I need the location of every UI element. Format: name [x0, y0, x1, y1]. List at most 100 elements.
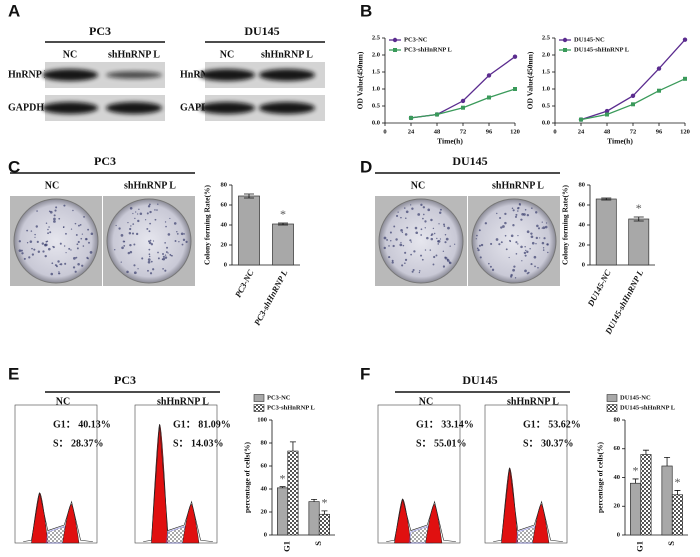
colony-dot	[422, 217, 424, 220]
colony-dot	[53, 217, 56, 221]
colony-dot	[442, 250, 445, 252]
colony-dot	[139, 212, 143, 216]
colony-dot	[35, 225, 38, 228]
y-tick-label: 100	[257, 416, 267, 423]
colony-dot	[70, 228, 73, 230]
colony-dot	[68, 247, 71, 250]
colony-dot	[58, 272, 61, 275]
colony-dot	[389, 231, 392, 234]
colony-dot	[185, 240, 188, 243]
colony-dot	[75, 234, 78, 236]
blot-band	[199, 102, 255, 114]
colony-dot	[392, 244, 395, 248]
colony-dot	[430, 218, 433, 222]
colony-dot	[63, 204, 66, 207]
colony-dot	[49, 210, 53, 214]
bar	[308, 501, 320, 536]
colony-dot	[73, 257, 76, 260]
y-tick-label: 80	[221, 181, 228, 188]
colony-dot	[520, 245, 523, 249]
legend-swatch	[253, 394, 265, 402]
colony-dot	[164, 254, 167, 256]
colony-dot	[183, 233, 185, 235]
x-axis-label: Time(h)	[437, 137, 463, 146]
flow-title: DU145	[462, 373, 497, 387]
point	[579, 117, 583, 122]
point	[605, 112, 609, 117]
colony-dot	[504, 212, 507, 216]
colony-dot	[526, 230, 530, 234]
legend-marker	[393, 48, 397, 52]
colony-dot	[23, 257, 26, 260]
blot-band	[259, 69, 315, 81]
colony-dot	[391, 261, 394, 264]
colony-dot	[147, 260, 151, 264]
colony-dot	[444, 256, 448, 260]
y-tick-label: 0.0	[542, 119, 550, 126]
colony-dot	[409, 239, 412, 242]
colony-dot	[404, 258, 408, 262]
colony-dot	[164, 256, 168, 259]
y-tick-label: 0.5	[372, 102, 381, 109]
x-tick-label: G1	[635, 541, 645, 552]
colony-dot	[148, 230, 151, 233]
x-tick-label: 96	[656, 128, 663, 135]
panel-label: A	[8, 1, 20, 20]
colony-dot	[429, 249, 432, 251]
point	[487, 95, 491, 100]
colony-dot	[424, 249, 427, 251]
bar	[661, 465, 673, 536]
point	[657, 88, 661, 93]
significance: *	[280, 207, 286, 221]
colony-dot	[525, 249, 527, 252]
y-axis-label: OD Value(450nm)	[526, 51, 535, 109]
colony-dot	[135, 211, 137, 213]
y-tick-label: 2.5	[372, 34, 381, 41]
panel-label: D	[360, 157, 372, 176]
colony-dot	[524, 254, 527, 257]
point	[682, 37, 688, 42]
colony-dot	[21, 252, 24, 255]
g1-peak	[501, 467, 519, 544]
colony-dot	[87, 257, 89, 260]
colony-dot	[127, 251, 131, 255]
colony-dot	[136, 213, 139, 215]
x-tick-label: 0	[553, 128, 556, 135]
colony-dot	[146, 227, 149, 230]
g2-peak	[532, 504, 550, 544]
colony-dot	[65, 252, 67, 254]
colony-dot	[36, 240, 39, 244]
significance: *	[636, 201, 642, 215]
colony-dot	[448, 261, 452, 265]
row-label: GAPDH	[8, 102, 44, 113]
legend-label: PC3-shHnRNP L	[404, 46, 453, 53]
colony-dot	[454, 243, 456, 245]
colony-dot	[424, 220, 427, 223]
colony-dot	[129, 207, 133, 210]
colony-dot	[449, 245, 451, 247]
colony-dot	[420, 228, 423, 231]
point	[513, 87, 517, 91]
colony-dot	[122, 240, 125, 243]
colony-dot	[391, 259, 394, 262]
point	[460, 98, 466, 104]
y-tick-label: 0	[582, 261, 585, 268]
error-bar	[633, 216, 644, 222]
colony-dot	[440, 208, 442, 211]
colony-dot	[176, 233, 179, 235]
lane-label: NC	[45, 180, 59, 191]
colony-dot	[404, 262, 406, 264]
colony-dot	[118, 227, 121, 230]
colony-dot	[133, 271, 137, 275]
colony-dot	[44, 254, 47, 258]
colony-dot	[57, 260, 60, 263]
colony-dot	[83, 215, 85, 218]
flow-title: PC3	[114, 373, 136, 387]
y-tick-label: 20	[261, 508, 268, 515]
colony-dot	[30, 230, 33, 232]
point	[461, 105, 465, 110]
error-bar	[601, 197, 612, 201]
error-bar	[311, 498, 318, 502]
colony-dot	[70, 249, 72, 251]
colony-dot	[419, 270, 421, 272]
